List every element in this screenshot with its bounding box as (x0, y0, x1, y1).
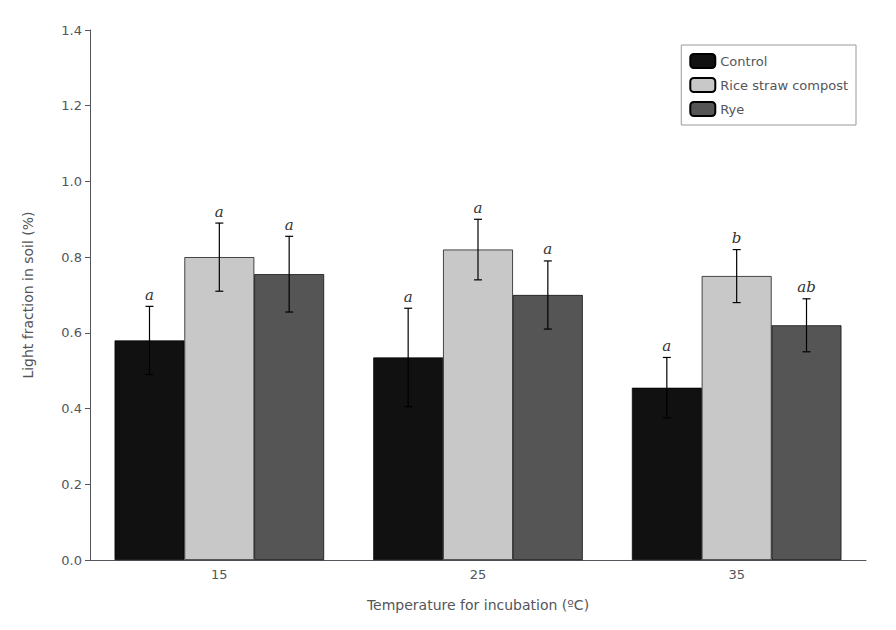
svg-text:1.4: 1.4 (61, 23, 82, 38)
svg-text:Temperature for incubation (ºC: Temperature for incubation (ºC) (366, 597, 589, 613)
svg-text:Control: Control (720, 54, 767, 69)
svg-text:ab: ab (797, 278, 816, 296)
svg-text:35: 35 (728, 567, 745, 582)
svg-text:1.0: 1.0 (61, 174, 82, 189)
svg-text:a: a (404, 288, 413, 306)
svg-text:15: 15 (211, 567, 228, 582)
svg-text:a: a (662, 337, 671, 355)
svg-text:a: a (543, 240, 552, 258)
svg-text:25: 25 (470, 567, 487, 582)
svg-text:Rye: Rye (720, 102, 744, 117)
svg-text:0.8: 0.8 (61, 250, 82, 265)
svg-text:a: a (474, 199, 483, 217)
svg-text:a: a (285, 216, 294, 234)
svg-text:0.6: 0.6 (61, 325, 82, 340)
svg-text:Rice straw compost: Rice straw compost (720, 78, 848, 93)
svg-text:a: a (145, 286, 154, 304)
svg-text:0.4: 0.4 (61, 401, 82, 416)
svg-text:a: a (215, 203, 224, 221)
svg-text:0.0: 0.0 (61, 553, 82, 568)
svg-text:b: b (732, 229, 742, 247)
svg-text:Light fraction in soil (%): Light fraction in soil (%) (20, 211, 36, 378)
svg-text:0.2: 0.2 (61, 477, 82, 492)
svg-text:1.2: 1.2 (61, 98, 82, 113)
